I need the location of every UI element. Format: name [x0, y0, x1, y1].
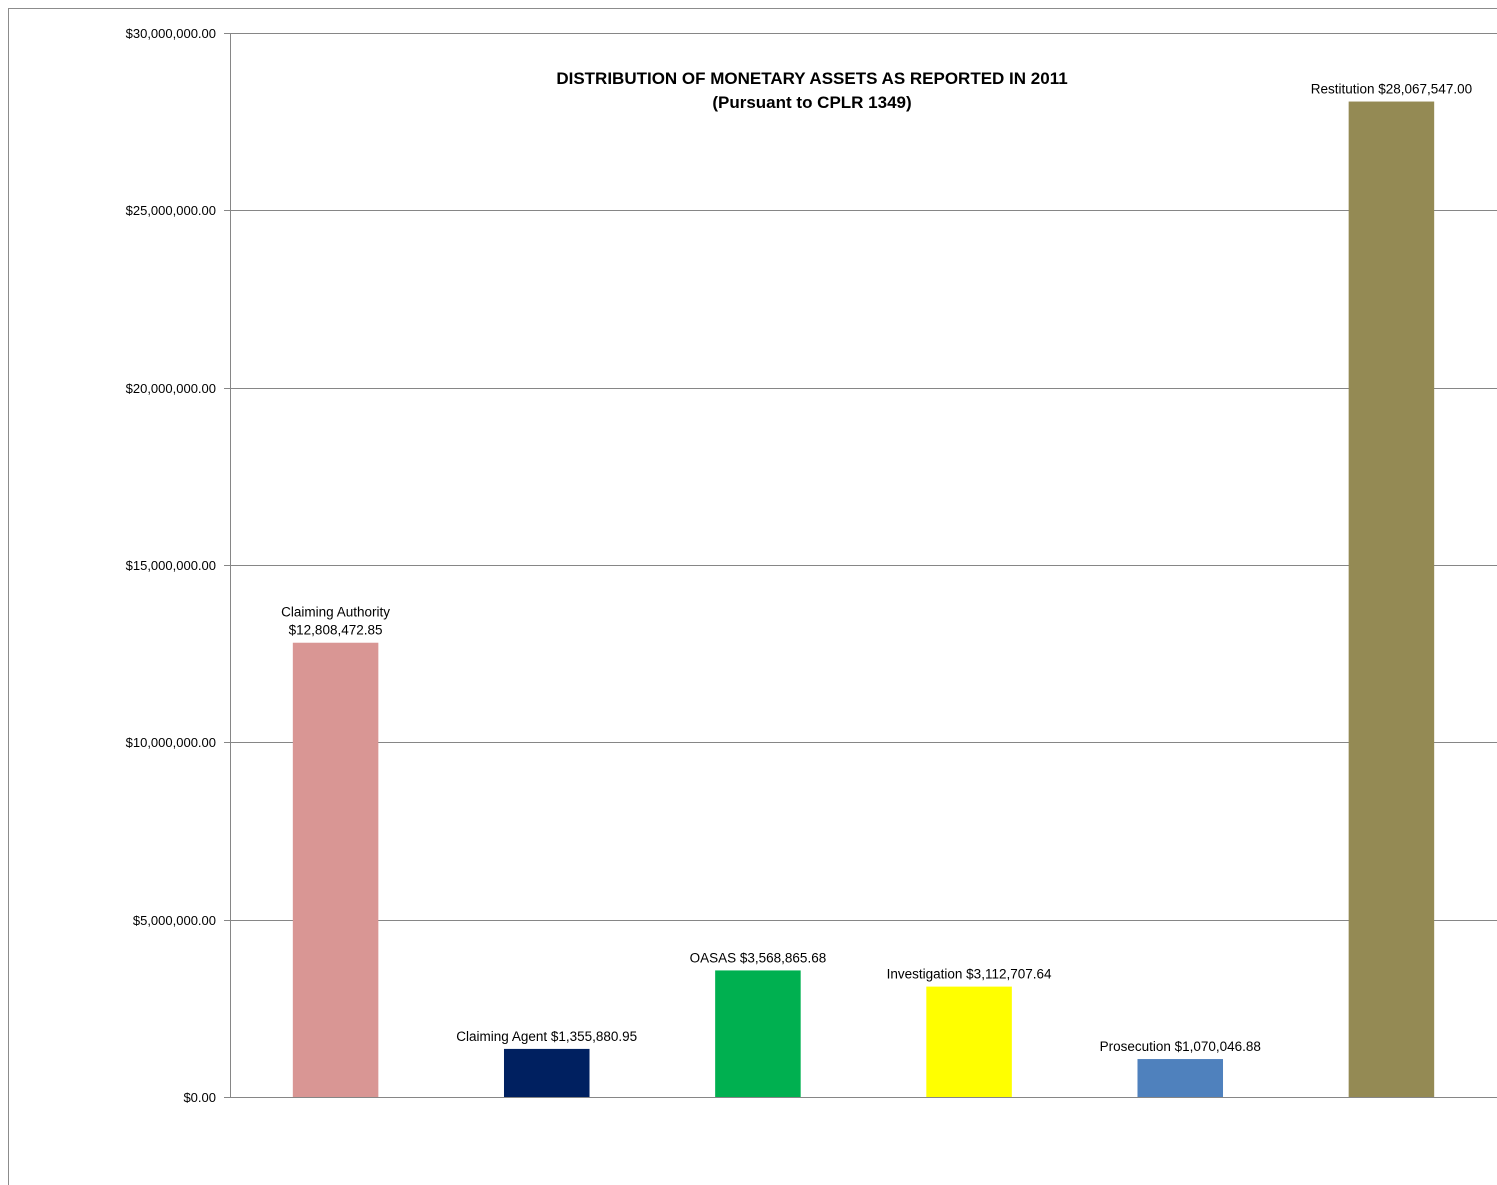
bar-investigation [926, 986, 1012, 1097]
y-tick-label: $5,000,000.00 [133, 913, 216, 928]
chart-frame [8, 8, 1497, 1185]
bar-claiming-authority [292, 642, 379, 1097]
data-label: Restitution $28,067,547.00 [1311, 82, 1472, 97]
data-label: Claiming Agent $1,355,880.95 [456, 1029, 637, 1044]
y-tick-label: $25,000,000.00 [126, 203, 216, 218]
bar-restitution [1348, 101, 1435, 1098]
data-label: Prosecution $1,070,046.88 [1100, 1039, 1261, 1054]
y-tick-label: $10,000,000.00 [126, 735, 216, 750]
data-label: $12,808,472.85 [289, 623, 383, 638]
data-label: Claiming Authority [281, 605, 390, 620]
y-tick-label: $15,000,000.00 [126, 558, 216, 573]
bar-prosecution [1137, 1059, 1224, 1097]
bars [292, 101, 1435, 1098]
gridlines [224, 33, 1497, 1098]
bar-claiming-agent [503, 1048, 590, 1097]
data-labels: Claiming Authority $12,808,472.85 Claiming… [281, 82, 1472, 1055]
data-label: Investigation $3,112,707.64 [887, 967, 1052, 982]
y-tick-label: $30,000,000.00 [126, 26, 216, 41]
data-label: OASAS $3,568,865.68 [690, 950, 827, 965]
chart-subtitle: (Pursuant to CPLR 1349) [712, 93, 911, 112]
chart-title: DISTRIBUTION OF MONETARY ASSETS AS REPOR… [556, 69, 1067, 88]
y-tick-label: $20,000,000.00 [126, 381, 216, 396]
y-axis: $0.00 $5,000,000.00 $10,000,000.00 $15,000,… [126, 26, 231, 1105]
y-tick-label: $0.00 [183, 1090, 216, 1105]
bar-oasas [715, 970, 801, 1097]
